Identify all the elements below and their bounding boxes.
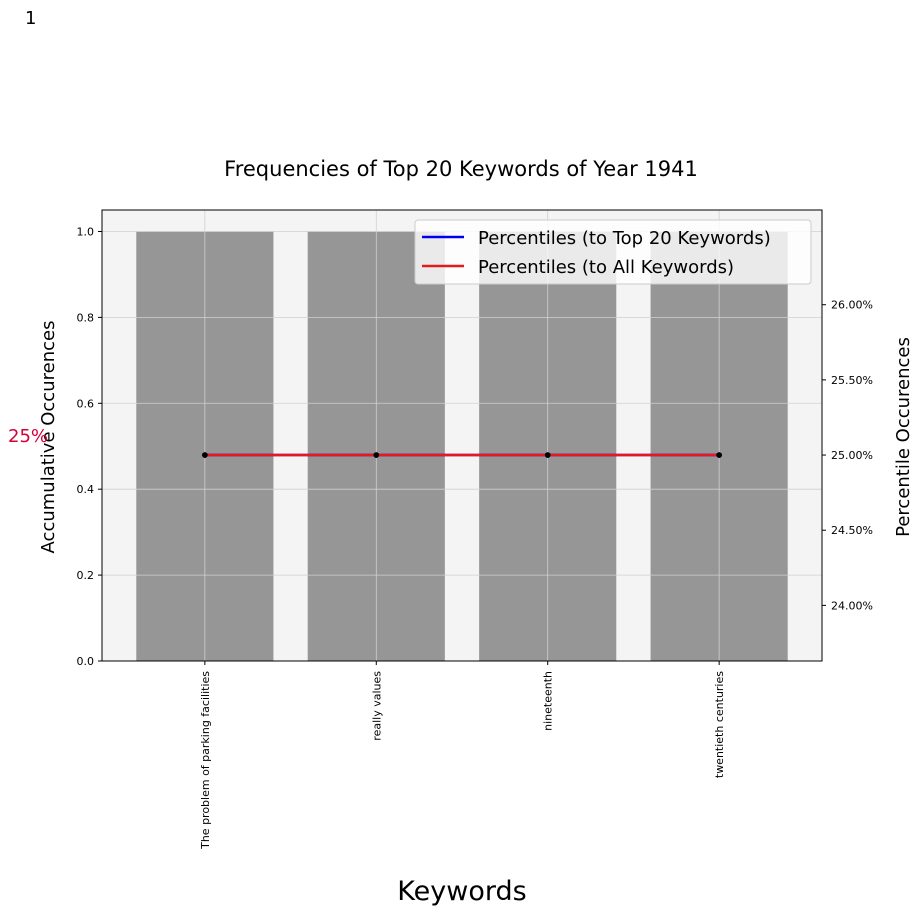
xtick-label-2: nineteenth <box>542 671 555 731</box>
left-axis-ticks: 0.0 0.2 0.4 0.6 0.8 1.0 <box>77 225 102 668</box>
annotation-25-percent: 25% <box>8 426 48 447</box>
series-1-point-3 <box>716 452 722 458</box>
series-1-point-1 <box>373 452 380 458</box>
x-axis-ticks: The problem of parking facilities really … <box>199 661 726 850</box>
legend-label-1: Percentiles (to All Keywords) <box>478 257 734 278</box>
y2tick-label-2: 25.00% <box>831 449 873 462</box>
y-axis-label: Accumulative Occurences <box>38 321 59 554</box>
y2tick-label-3: 25.50% <box>831 374 873 387</box>
corner-label: 1 <box>25 8 36 29</box>
right-axis-ticks: 24.00% 24.50% 25.00% 25.50% 26.00% <box>822 299 873 612</box>
grid-lines <box>102 210 822 662</box>
xtick-label-1: really values <box>370 671 383 741</box>
legend-box <box>414 219 812 285</box>
legend-label-0: Percentiles (to Top 20 Keywords) <box>478 228 771 249</box>
y2tick-label-1: 24.50% <box>831 524 873 537</box>
ytick-label-5: 1.0 <box>77 225 95 238</box>
percentile-lines <box>202 452 722 458</box>
ytick-label-4: 0.8 <box>77 311 95 324</box>
ytick-label-0: 0.0 <box>77 655 95 668</box>
series-1-point-0 <box>202 452 208 458</box>
plot-frame <box>101 209 823 662</box>
xtick-label-3: twentieth centuries <box>713 671 726 778</box>
ytick-label-2: 0.4 <box>77 483 95 496</box>
x-axis-label: Keywords <box>397 876 526 907</box>
ytick-label-1: 0.2 <box>77 569 95 582</box>
legend: Percentiles (to Top 20 Keywords) Percenti… <box>414 219 812 285</box>
y2tick-label-4: 26.00% <box>831 299 873 312</box>
y2-axis-label: Percentile Occurences <box>893 337 914 537</box>
series-1-point-2 <box>544 452 551 458</box>
ytick-label-3: 0.6 <box>77 397 95 410</box>
chart-title: Frequencies of Top 20 Keywords of Year 1… <box>224 157 698 181</box>
xtick-label-0: The problem of parking facilities <box>199 671 212 850</box>
y2tick-label-0: 24.00% <box>831 599 873 612</box>
